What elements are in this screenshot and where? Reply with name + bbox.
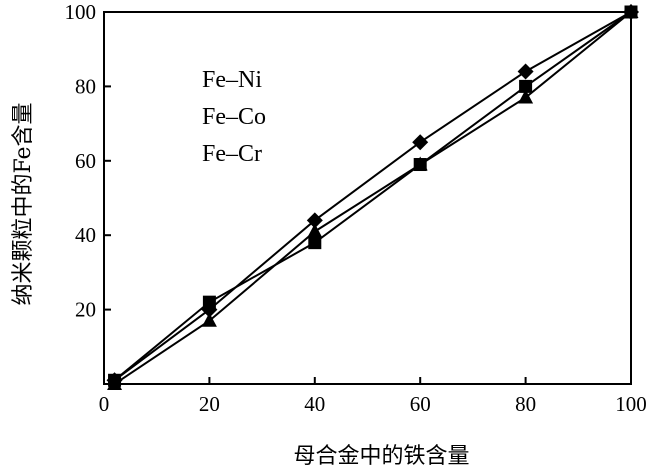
y-tick-label-80: 80 (75, 74, 96, 98)
x-axis-title: 母合金中的铁含量 (293, 444, 469, 469)
x-tick-label-100: 100 (615, 392, 647, 416)
point-triangle-0 (107, 376, 123, 390)
legend: Fe–Ni Fe–Co Fe–Cr (202, 67, 266, 167)
series-line-diamond (113, 11, 632, 382)
point-triangle-1 (201, 312, 217, 327)
point-triangle-4 (518, 89, 534, 104)
x-tick-label-40: 40 (304, 392, 325, 416)
plot-area (103, 11, 632, 385)
point-square-4 (519, 79, 533, 93)
series-line-triangle (113, 11, 632, 385)
legend-entry-square: Fe–Co (202, 104, 266, 130)
point-triangle-3 (412, 156, 428, 171)
tick-labels: 0 20 40 60 80 100 20 40 60 80 100 (65, 0, 647, 416)
point-diamond-3 (412, 134, 429, 151)
legend-entry-diamond: Fe–Ni (202, 67, 262, 93)
point-triangle-5 (623, 4, 639, 18)
y-tick-label-60: 60 (75, 149, 96, 173)
y-tick-label-40: 40 (75, 223, 96, 247)
x-tick-label-20: 20 (199, 392, 220, 416)
y-tick-label-20: 20 (75, 298, 96, 322)
point-square-2 (308, 236, 322, 250)
series-layer (106, 4, 639, 390)
point-diamond-4 (517, 63, 534, 80)
axis-ticks (103, 11, 632, 384)
y-tick-label-100: 100 (65, 0, 97, 24)
point-triangle-2 (307, 223, 323, 238)
x-tick-label-60: 60 (410, 392, 431, 416)
y-axis-title: 纳米颗粒中的Fe含量 (11, 102, 36, 305)
x-tick-label-0: 0 (99, 392, 110, 416)
x-tick-label-80: 80 (515, 392, 536, 416)
point-square-1 (202, 295, 216, 309)
series-line-square (113, 11, 632, 382)
legend-entry-triangle: Fe–Cr (202, 141, 262, 167)
series-triangle (107, 4, 639, 390)
plot-frame (103, 11, 632, 385)
point-diamond-2 (306, 212, 323, 229)
series-square (108, 5, 638, 387)
